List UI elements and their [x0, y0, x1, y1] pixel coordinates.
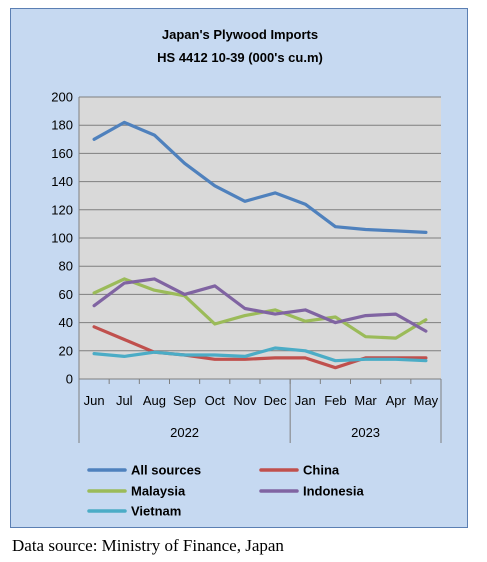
series-line-indonesia [92, 277, 428, 333]
series-lines [92, 120, 428, 370]
x-tick-label: May [414, 393, 439, 408]
series-line-all-sources [92, 120, 428, 234]
y-tick-label: 100 [51, 231, 73, 246]
legend-label-all-sources: All sources [131, 463, 201, 478]
y-tick-label: 0 [66, 372, 73, 387]
x-tick-label: Aug [143, 393, 166, 408]
y-tick-label: 80 [59, 259, 73, 274]
y-tick-label: 140 [51, 174, 73, 189]
x-tick-label: Feb [324, 393, 346, 408]
year-group-label: 2023 [351, 425, 380, 440]
y-tick-label: 60 [59, 287, 73, 302]
x-tick-label: Mar [354, 393, 377, 408]
axes: 0 20 40 60 80 100 120 140 160 180 200 Jun Jul Aug Sep O… [51, 90, 442, 443]
legend-label-malaysia: Malaysia [131, 484, 186, 499]
year-group-label: 2022 [170, 425, 199, 440]
legend-label-indonesia: Indonesia [303, 484, 364, 499]
chart-area: Japan's Plywood Imports HS 4412 10-39 (0… [10, 8, 468, 528]
chart-title-line-1: Japan's Plywood Imports [162, 27, 318, 42]
y-tick-label: 200 [51, 90, 73, 105]
x-tick-label: Jul [116, 393, 133, 408]
x-tick-label: Apr [386, 393, 407, 408]
series-line-vietnam [92, 346, 428, 363]
x-tick-label: Dec [264, 393, 288, 408]
x-tick-label: Nov [233, 393, 257, 408]
x-tick-label: Jan [295, 393, 316, 408]
y-tick-label: 20 [59, 343, 73, 358]
plywood-imports-line-chart: Japan's Plywood Imports HS 4412 10-39 (0… [51, 27, 442, 519]
legend-label-china: China [303, 463, 340, 478]
x-tick-label: Jun [84, 393, 105, 408]
legend-label-vietnam: Vietnam [131, 504, 181, 519]
y-tick-label: 160 [51, 146, 73, 161]
legend: All sources China Malaysia Indonesia Vietnam [87, 463, 364, 519]
chart-title-line-2: HS 4412 10-39 (000's cu.m) [157, 50, 323, 65]
y-tick-label: 40 [59, 315, 73, 330]
x-tick-label: Oct [205, 393, 226, 408]
y-tick-label: 120 [51, 202, 73, 217]
x-tick-label: Sep [173, 393, 196, 408]
y-tick-label: 180 [51, 118, 73, 133]
data-source-note: Data source: Ministry of Finance, Japan [12, 536, 284, 555]
